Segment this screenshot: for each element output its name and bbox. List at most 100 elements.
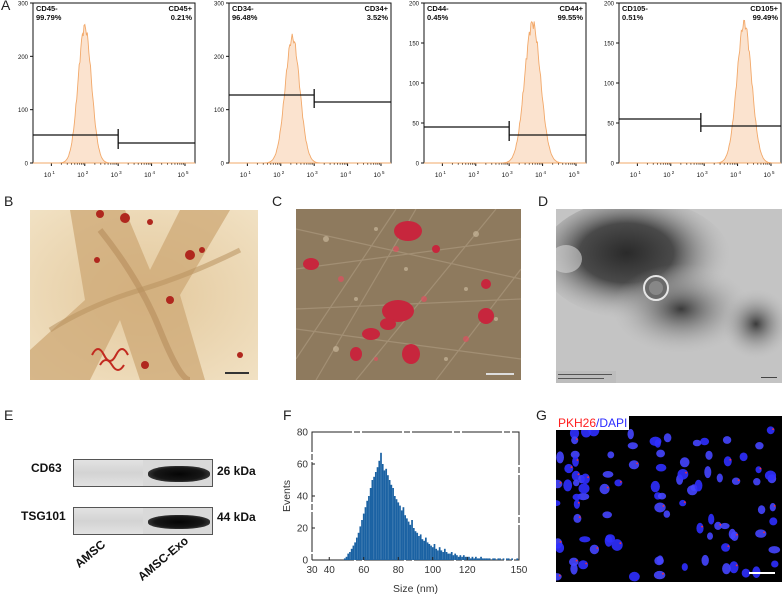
panel-label-e: E: [4, 407, 14, 423]
dapi-nucleus: [602, 511, 612, 519]
pkh26-signal: [559, 481, 562, 484]
pkh26-signal: [773, 505, 776, 507]
hist-bar: [397, 502, 400, 560]
dapi-nucleus: [602, 471, 614, 478]
flow-histogram-curve: [33, 23, 195, 164]
flow-xtick-label: 10 2: [273, 170, 284, 179]
flow-negative-label: CD105-: [622, 4, 648, 13]
flow-ytick-label: 100: [409, 82, 420, 88]
wb-lane-amsc: AMSC: [72, 537, 109, 571]
pkh26-signal: [576, 438, 578, 440]
hist-bar: [481, 558, 484, 560]
dapi-nucleus: [755, 529, 767, 538]
flow-negative-label: CD34-: [232, 4, 254, 13]
pkh26-signal: [585, 562, 588, 565]
hist-bar: [416, 532, 419, 560]
dapi-nucleus: [656, 555, 664, 565]
dapi-nucleus: [649, 436, 662, 446]
hist-bar: [478, 558, 481, 560]
hist-bar: [485, 558, 488, 560]
hist-xtick-label: 100: [424, 565, 441, 576]
flow-ytick-label: 300: [214, 2, 225, 8]
hist-bar: [438, 547, 441, 560]
dapi-nucleus: [650, 480, 660, 493]
dapi-nucleus: [739, 452, 748, 462]
osteogenic-stain-image: [30, 210, 258, 383]
dapi-nucleus: [705, 450, 713, 460]
dapi-nucleus: [570, 563, 578, 575]
dapi-nucleus: [766, 426, 775, 435]
flow-histogram-2: 0 100 200 300 10 1 10 2 10 3 10 4 10 5 CD34-96.48…: [214, 2, 392, 179]
hist-bar: [373, 476, 375, 560]
flow-ytick-label: 0: [611, 162, 615, 168]
pkh26-signal: [636, 462, 638, 465]
hist-bar: [492, 558, 494, 560]
flow-positive-percent: 99.49%: [753, 13, 779, 22]
flow-ytick-label: 0: [416, 162, 420, 168]
flow-ytick-label: 200: [604, 2, 615, 8]
dapi-nucleus: [551, 500, 561, 507]
dapi-nucleus: [555, 542, 565, 553]
hist-bar: [457, 556, 460, 560]
dapi-nucleus: [723, 456, 732, 467]
flow-xtick-label: 10 1: [435, 170, 446, 179]
pkh26-signal: [576, 459, 579, 461]
hist-bar: [378, 460, 381, 560]
dapi-nucleus: [563, 479, 573, 492]
dapi-nucleus: [716, 473, 723, 483]
hist-ytick-label: 40: [297, 492, 309, 503]
dapi-nucleus: [573, 499, 580, 509]
hist-bar: [366, 500, 369, 560]
dapi-nucleus: [573, 513, 582, 523]
hist-bar: [507, 558, 510, 560]
hist-bar: [361, 520, 363, 560]
wb-band-cd63-exo: [148, 466, 210, 482]
hist-bar: [456, 555, 458, 560]
hist-bar: [418, 536, 420, 560]
hist-bar: [471, 556, 474, 560]
pkh26-signal: [606, 486, 609, 489]
dapi-nucleus: [771, 560, 779, 568]
hist-bar: [502, 558, 505, 560]
panel-label-b: B: [4, 193, 14, 209]
dapi-nucleus: [628, 460, 640, 470]
hist-bar: [349, 552, 351, 560]
flow-xtick-label: 10 2: [77, 170, 88, 179]
dapi-nucleus: [721, 543, 731, 552]
hist-bar: [454, 553, 457, 560]
flow-histogram-curve: [619, 19, 781, 164]
dapi-nucleus: [769, 503, 776, 512]
flow-xtick-label: 10 3: [502, 170, 513, 179]
adipogenic-stain-image: [295, 208, 522, 381]
hist-bar: [411, 520, 413, 560]
panel-label-g: G: [536, 407, 547, 423]
dapi-nucleus: [679, 499, 687, 507]
dapi-nucleus: [657, 492, 667, 500]
tem-exosome-image: [541, 199, 784, 383]
flow-xtick-label: 10 5: [177, 170, 188, 179]
dapi-nucleus: [571, 436, 579, 445]
dapi-nucleus: [729, 561, 739, 574]
pkh26-label: PKH26: [558, 416, 597, 430]
hist-bar: [381, 464, 384, 560]
hist-xtick-label: 80: [393, 565, 405, 576]
hist-bar: [487, 558, 489, 560]
hist-bar: [359, 526, 362, 560]
wb-strip-cd63: [73, 459, 213, 487]
dapi-nucleus: [599, 483, 610, 495]
flow-ytick-label: 200: [18, 55, 29, 61]
flow-xtick-label: 10 1: [240, 170, 251, 179]
flow-positive-label: CD44+: [559, 4, 583, 13]
hist-bar: [376, 467, 379, 560]
hist-xtick-label: 150: [511, 565, 528, 576]
flow-ytick-label: 0: [25, 162, 29, 168]
hist-bar: [483, 558, 486, 560]
dapi-nucleus: [677, 469, 689, 480]
flow-negative-label: CD44-: [427, 4, 449, 13]
pkh26-signal: [719, 523, 722, 526]
hist-bar: [402, 507, 405, 560]
dapi-nucleus: [753, 478, 761, 486]
hist-bar: [497, 558, 500, 560]
dapi-nucleus: [720, 522, 730, 530]
flow-xtick-label: 10 5: [568, 170, 579, 179]
